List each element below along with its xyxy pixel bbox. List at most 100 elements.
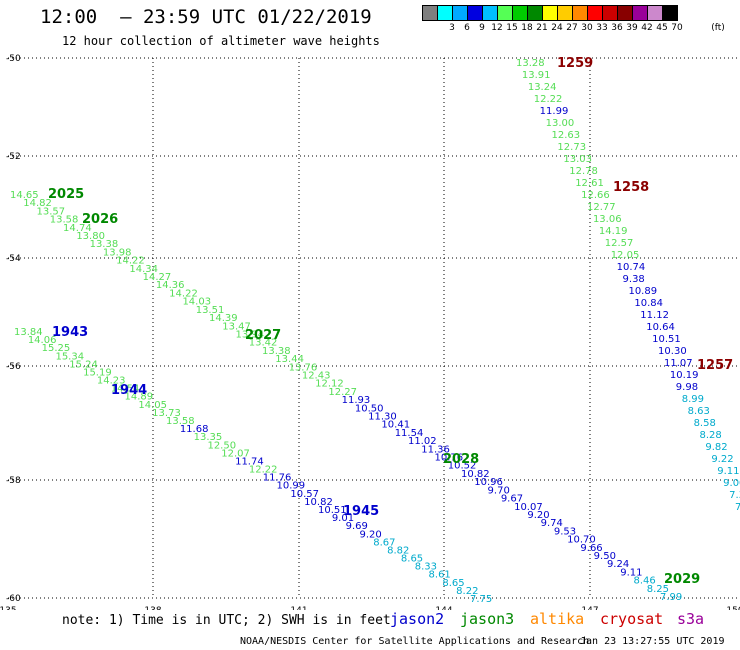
jason2-track-value: 8.22 [456,586,478,597]
cryosat-track-value: 9.98 [676,382,698,393]
jason3-track-value: 10.41 [381,420,410,431]
legend-tick-label: 45 [656,23,668,33]
cryosat-track-value: 8.28 [699,430,721,441]
jason2-track-value: 8.33 [415,562,437,573]
satellite-cryosat-label: cryosat [600,610,664,628]
jason3-track-value: 13.98 [103,247,132,258]
jason3-track-value: 13.47 [222,321,251,332]
pass-label: 1257 [697,358,733,373]
cryosat-track-value: 7 [735,502,740,513]
jason3-track-value: 11.93 [342,395,371,406]
cryosat-track-value: 13.28 [516,58,545,69]
jason3-track-value: 9.20 [527,510,549,521]
jason3-track-value: 13.76 [289,362,318,373]
jason2-track-value: 7.75 [470,594,492,605]
cryosat-track-value: 12.05 [611,250,640,261]
cryosat-track-value: 11.12 [640,310,669,321]
cryosat-track-value: 12.61 [575,178,604,189]
legend-tick-label: 39 [626,23,638,33]
legend-tick-label: 30 [581,23,593,33]
legend-tick-label: 24 [551,23,563,33]
jason3-track-value: 13.42 [249,338,278,349]
cryosat-track-value: 12.78 [569,166,598,177]
jason3-track-value: 14.03 [182,297,211,308]
cryosat-track-value: 9.38 [623,274,645,285]
legend-swatches [422,5,678,21]
cryosat-track-value: 10.51 [652,334,681,345]
jason2-track-value: 12.22 [249,465,278,476]
pass-label: 2029 [664,572,700,587]
jason3-track-value: 14.39 [209,313,238,324]
jason3-track-value: 10.76 [434,453,463,464]
jason2-track-value: 14.89 [125,392,154,403]
jason3-track-value: 9.70 [488,485,510,496]
jason3-track-value: 13.58 [50,215,79,226]
cryosat-track-value: 12.66 [581,190,610,201]
lat-tick-label: -50 [6,54,21,64]
jason3-track-value: 13.94 [236,329,265,340]
jason3-track-value: 10.52 [448,461,477,472]
legend-swatch [662,5,678,21]
legend-tick-label: 12 [491,23,503,33]
lon-tick-label: 141 [290,606,307,610]
lon-tick-label: 144 [435,606,452,610]
legend-tick-label: 3 [449,23,455,33]
jason2-track-value: 10.51 [318,505,347,516]
cryosat-track-value: 11.99 [540,106,569,117]
jason2-track-value: 12.07 [221,448,250,459]
cryosat-track-value: 8.63 [688,406,710,417]
jason2-track-value: 15.25 [42,343,71,354]
cryosat-track-value: 12.63 [552,130,581,141]
satellite-jason2-label: jason2 [390,610,445,628]
pass-label: 2028 [443,452,479,467]
cryosat-track-value: 10.30 [658,346,687,357]
lat-tick-label: -60 [6,594,21,604]
pass-label: 2026 [82,212,118,227]
satellite-s3a-label: s3a [677,610,705,628]
lat-tick-label: -56 [6,362,21,372]
satellite-jason3-label: jason3 [460,610,515,628]
jason2-track-value: 13.58 [166,416,195,427]
lat-tick-label: -58 [6,476,21,486]
jason2-track-value: 11.68 [180,424,209,435]
lon-tick-label: 135 [0,606,17,610]
jason2-track-value: 8.67 [373,537,395,548]
cryosat-track-value: 13.00 [546,118,575,129]
jason2-track-value: 9.20 [359,529,381,540]
pass-label: 1944 [111,383,147,398]
pass-label: 1945 [343,504,379,519]
jason3-track-value: 7.99 [660,592,682,603]
jason3-track-value: 14.22 [116,256,145,267]
cryosat-track-value: 14.19 [599,226,628,237]
jason2-track-value: 14.05 [138,400,167,411]
jason3-track-value: 14.27 [143,272,172,283]
legend-ticks: 3 6 9 12 15 18 21 24 27 30 33 36 39 42 45 70 (ft) [422,21,725,35]
page-subtitle: 12 hour collection of altimeter wave hei… [62,34,380,48]
jason2-track-value: 8.82 [387,545,409,556]
jason2-track-value: 13.84 [14,327,43,338]
pass-label: 2027 [245,328,281,343]
legend-tick-label: 33 [596,23,608,33]
cryosat-track-value: 12.22 [534,94,563,105]
jason2-track-value: 9.01 [332,513,354,524]
jason3-track-value: 11.02 [408,436,437,447]
jason3-track-value: 14.34 [129,264,158,275]
jason2-track-value: 10.82 [304,497,333,508]
jason3-track-value: 14.74 [63,223,92,234]
wave-height-map: 135 138 141 144 147 150 -50 -52 -54 -56 -58 -60 13.2… [0,54,740,610]
satellite-altika-label: altika [530,610,585,628]
jason2-track-value: 15.19 [83,367,112,378]
pass-label: 1943 [52,325,88,340]
note-text: note: 1) Time is in UTC; 2) SWH is in fe… [62,613,391,628]
cryosat-track-value: 9.82 [705,442,727,453]
jason3-track-value: 11.36 [421,444,450,455]
legend-tick-label: 27 [566,23,578,33]
jason3-track-value: 12.12 [315,379,344,390]
jason3-track-value: 9.24 [607,559,629,570]
jason3-track-value: 12.43 [302,370,331,381]
lat-tick-label: -54 [6,254,21,264]
jason3-track-value: 10.70 [567,535,596,546]
cryosat-track-value: 10.64 [646,322,675,333]
jason3-track-value: 13.57 [37,206,66,217]
color-legend: 3 6 9 12 15 18 21 24 27 30 33 36 39 42 45 70 (ft) [422,5,725,35]
